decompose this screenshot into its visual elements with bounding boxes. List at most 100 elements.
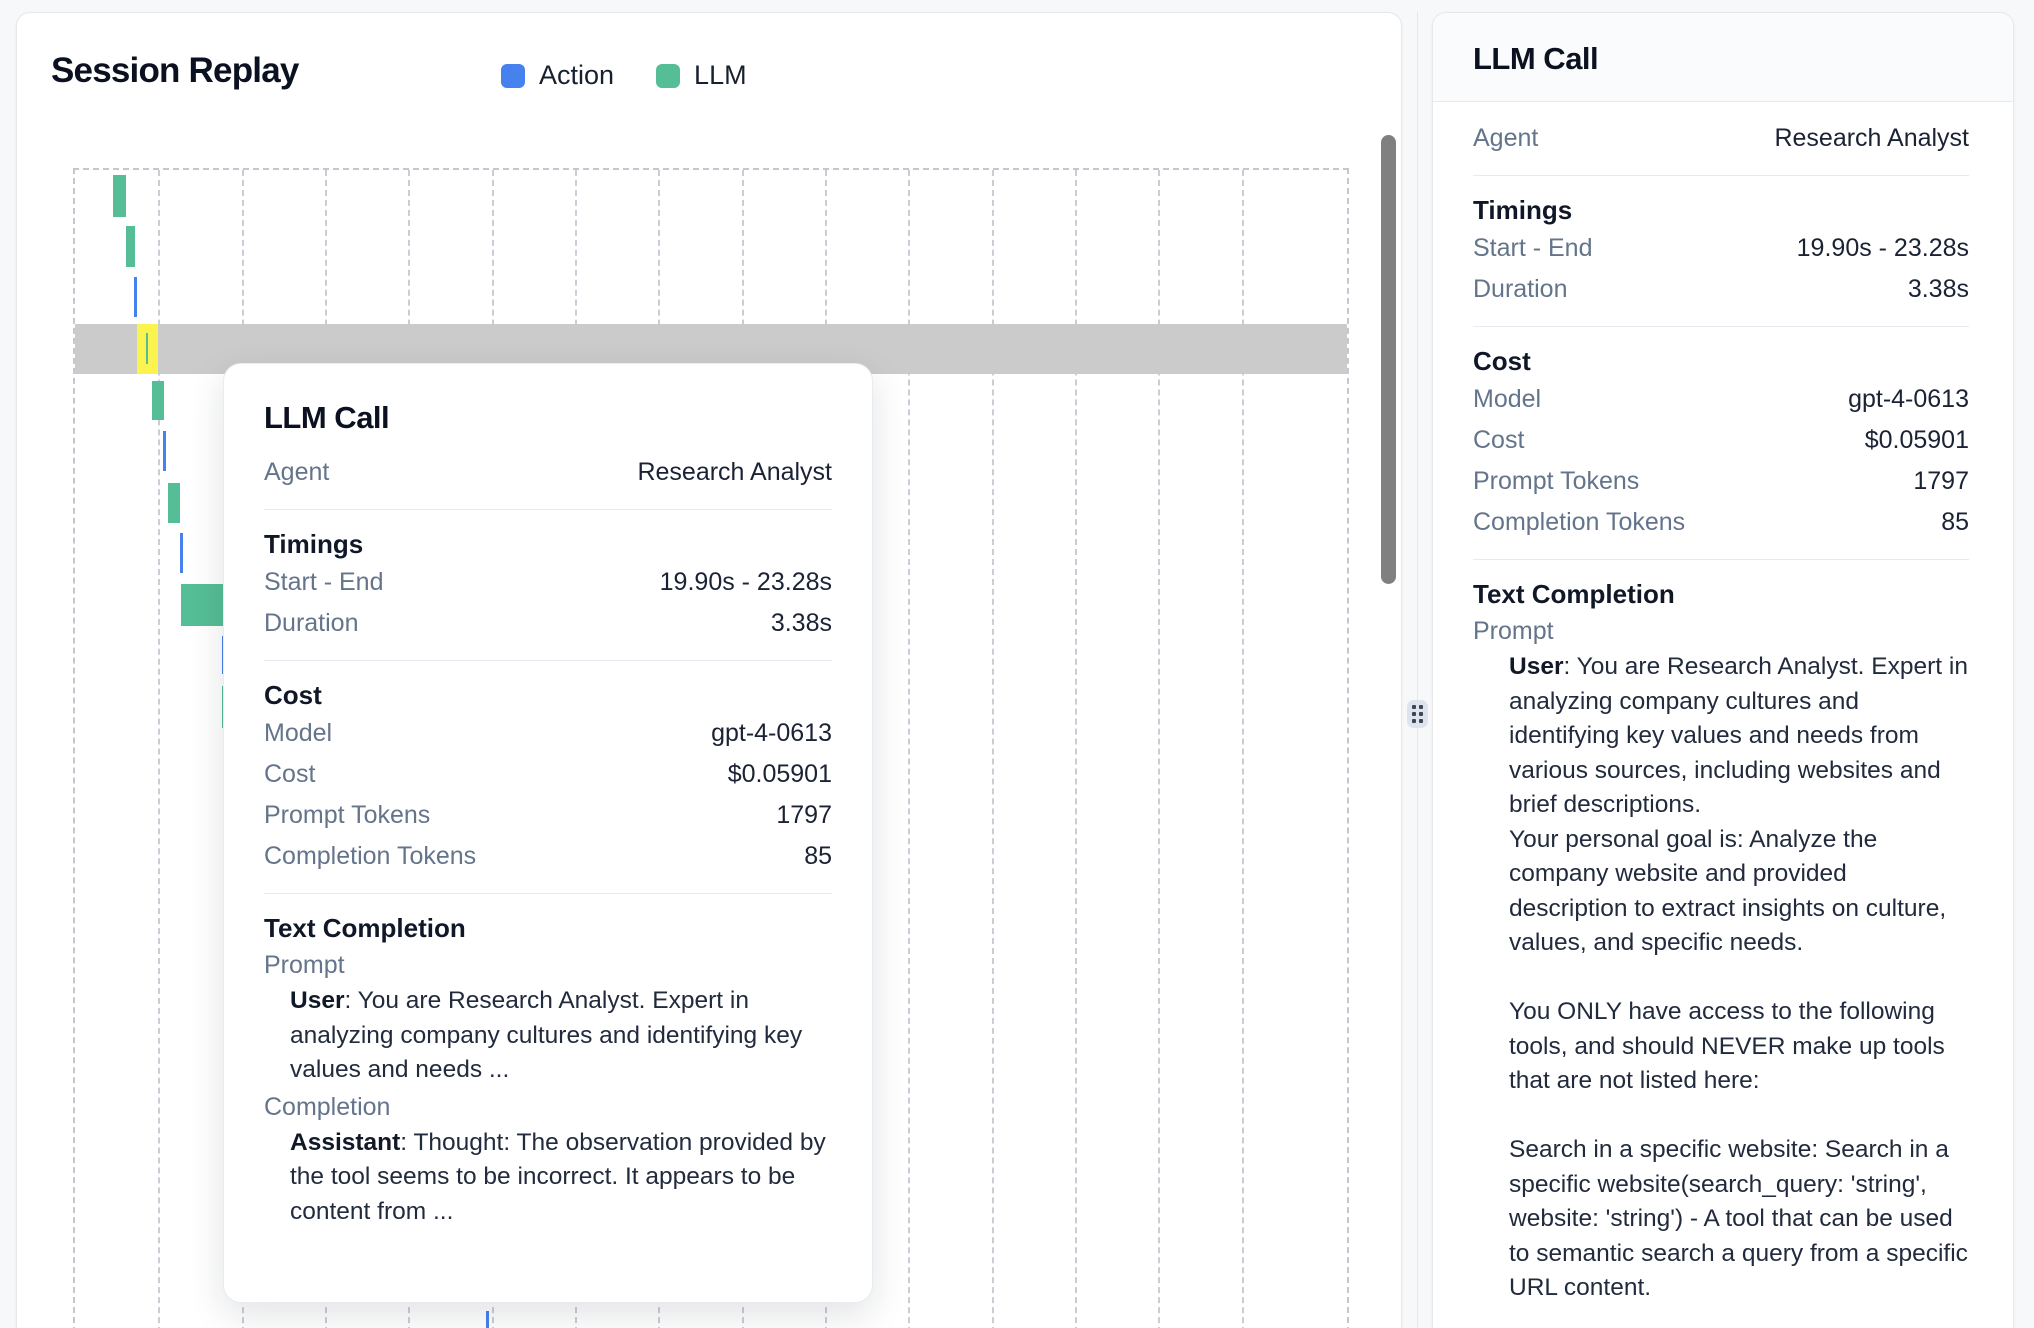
cost-row: Cost $0.05901 <box>264 754 832 795</box>
timeline-gridline <box>158 170 161 1328</box>
action-bar[interactable] <box>179 533 183 573</box>
agent-label: Agent <box>264 458 330 486</box>
cost-header: Cost <box>1473 346 1531 376</box>
start-end-label: Start - End <box>1473 234 1593 262</box>
completion-tokens-row: Completion Tokens 85 <box>1473 502 1969 543</box>
handle-dot <box>1419 719 1423 723</box>
model-label: Model <box>264 719 333 747</box>
handle-dot <box>1412 719 1416 723</box>
prompt-tokens-row: Prompt Tokens 1797 <box>1473 461 1969 502</box>
prompt-label: Prompt <box>1473 617 1554 645</box>
prompt-tokens-label: Prompt Tokens <box>264 801 431 829</box>
handle-dot <box>1412 712 1416 716</box>
llm-bar[interactable] <box>125 226 135 267</box>
agent-label: Agent <box>1473 124 1539 152</box>
vertical-scrollbar-thumb[interactable] <box>1381 135 1396 584</box>
duration-row: Duration 3.38s <box>1473 269 1969 310</box>
text-completion-header: Text Completion <box>1473 579 1675 609</box>
cost-row: Cost $0.05901 <box>1473 420 1969 461</box>
start-end-label: Start - End <box>264 568 384 596</box>
action-legend-label: Action <box>539 60 615 90</box>
agent-row: Agent Research Analyst <box>1473 118 1969 159</box>
handle-dot <box>1419 705 1423 709</box>
panel-title: LLM Call <box>1473 41 1599 76</box>
llm-legend-label: LLM <box>694 60 747 90</box>
agent-value: Research Analyst <box>637 458 832 486</box>
start-end-value: 19.90s - 23.28s <box>1796 234 1969 262</box>
legend-item-action[interactable]: Action <box>501 60 614 91</box>
llm-legend-swatch <box>656 63 681 88</box>
timeline-gridline <box>1241 170 1244 1328</box>
model-row: Model gpt-4-0613 <box>1473 379 1969 420</box>
timeline-gridline <box>908 170 911 1328</box>
completion-tokens-row: Completion Tokens 85 <box>264 836 832 877</box>
handle-dot <box>1412 705 1416 709</box>
duration-label: Duration <box>264 609 359 637</box>
model-row: Model gpt-4-0613 <box>264 713 832 754</box>
completion-preview: Assistant: Thought: The observation prov… <box>290 1126 832 1230</box>
user-role: User <box>290 987 345 1014</box>
panel-divider-line <box>1417 12 1418 1328</box>
divider <box>264 509 832 510</box>
divider <box>1473 326 1969 327</box>
model-value: gpt-4-0613 <box>711 719 832 747</box>
completion-tokens-value: 85 <box>804 842 832 870</box>
text-completion-header: Text Completion <box>264 913 466 943</box>
selected-llm-bar <box>145 333 148 364</box>
cost-value: $0.05901 <box>727 760 832 788</box>
prompt-tokens-value: 1797 <box>776 801 832 829</box>
timeline-gridline <box>991 170 994 1328</box>
llm-bar[interactable] <box>168 483 180 523</box>
divider <box>264 660 832 661</box>
duration-value: 3.38s <box>770 609 832 637</box>
completion-tokens-value: 85 <box>1941 508 1969 536</box>
agent-value: Research Analyst <box>1774 124 1969 152</box>
timings-header: Timings <box>1473 195 1573 225</box>
start-end-value: 19.90s - 23.28s <box>659 568 832 596</box>
tooltip-title: LLM Call <box>264 400 390 435</box>
divider <box>1473 175 1969 176</box>
chart-legend: Action LLM <box>501 60 747 91</box>
duration-value: 3.38s <box>1907 275 1969 303</box>
llm-bar[interactable] <box>113 175 126 217</box>
cost-header: Cost <box>264 680 322 710</box>
action-bar[interactable] <box>486 1311 489 1328</box>
timeline-gridline <box>1074 170 1077 1328</box>
prompt-label: Prompt <box>264 951 345 979</box>
model-value: gpt-4-0613 <box>1848 385 1969 413</box>
assistant-role: Assistant <box>290 1128 401 1156</box>
llm-bar[interactable] <box>181 584 223 626</box>
prompt-tokens-row: Prompt Tokens 1797 <box>264 795 832 836</box>
agent-row: Agent Research Analyst <box>264 452 832 493</box>
divider <box>1473 559 1969 560</box>
page-title: Session Replay <box>51 51 299 90</box>
action-legend-swatch <box>501 63 525 88</box>
prompt-tokens-label: Prompt Tokens <box>1473 467 1640 495</box>
handle-dot <box>1419 712 1423 716</box>
user-text: : You are Research Analyst. Expert in an… <box>1509 653 1968 1301</box>
detail-panel-body: Agent Research Analyst Timings Start - E… <box>1433 102 2013 1306</box>
duration-label: Duration <box>1473 275 1568 303</box>
prompt-preview: User: You are Research Analyst. Expert i… <box>290 984 832 1088</box>
action-bar[interactable] <box>134 277 137 317</box>
llm-call-tooltip: LLM Call Agent Research Analyst Timings … <box>223 363 873 1303</box>
detail-panel-header: LLM Call <box>1433 13 2013 102</box>
cost-label: Cost <box>1473 426 1525 454</box>
user-role: User <box>1509 653 1564 680</box>
divider <box>264 893 832 894</box>
duration-row: Duration 3.38s <box>264 603 832 644</box>
action-bar[interactable] <box>163 431 167 471</box>
start-end-row: Start - End 19.90s - 23.28s <box>264 562 832 603</box>
prompt-full-text: User: You are Research Analyst. Expert i… <box>1509 650 1969 1306</box>
llm-bar[interactable] <box>152 381 164 420</box>
timings-header: Timings <box>264 529 364 559</box>
assistant-text: : Thought: The observation provided by t… <box>290 1128 826 1225</box>
panel-resize-handle[interactable] <box>1407 700 1428 728</box>
completion-label: Completion <box>264 1092 391 1121</box>
prompt-tokens-value: 1797 <box>1913 467 1969 495</box>
timeline-gridline <box>1158 170 1161 1328</box>
completion-tokens-label: Completion Tokens <box>1473 508 1686 536</box>
user-text: : You are Research Analyst. Expert in an… <box>290 987 803 1083</box>
legend-item-llm[interactable]: LLM <box>656 60 747 91</box>
model-label: Model <box>1473 385 1542 413</box>
